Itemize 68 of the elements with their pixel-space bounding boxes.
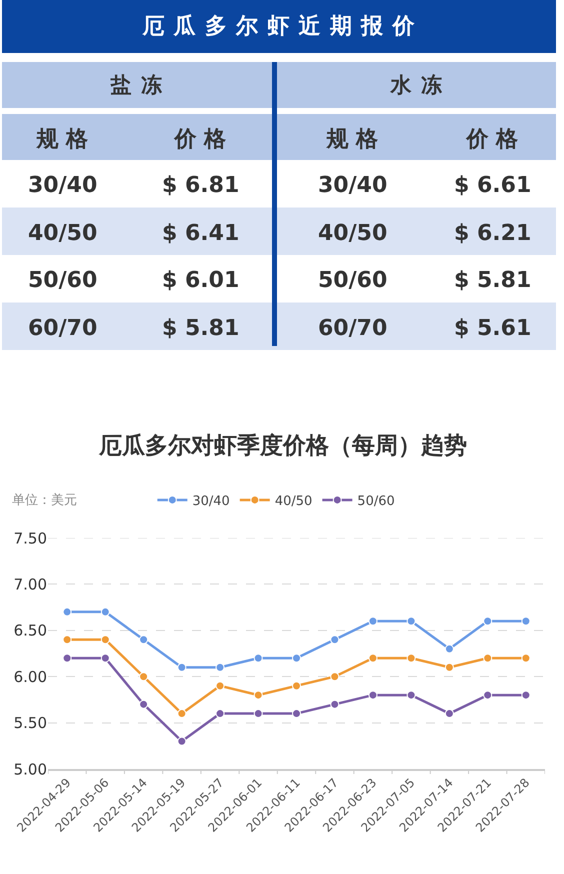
text: $ 6.01 — [162, 268, 240, 293]
text: 价格 — [173, 127, 234, 152]
point — [177, 662, 186, 672]
text: 60/70 — [318, 316, 388, 341]
text: 50/60 — [28, 268, 98, 293]
text: 30/40 — [28, 173, 98, 198]
point — [216, 681, 225, 690]
point — [330, 700, 340, 709]
text: $ 5.81 — [454, 268, 532, 293]
text: 价格 — [465, 127, 526, 152]
point — [100, 654, 110, 663]
point — [292, 681, 301, 690]
point — [521, 690, 530, 700]
point — [62, 607, 72, 616]
point — [100, 635, 110, 644]
text: 40/50 — [28, 221, 98, 246]
chart-title: 厄瓜多尔对虾季度价格（每周）趋势 — [98, 432, 467, 459]
point — [100, 607, 110, 616]
text: 50/60 — [318, 268, 388, 293]
point — [330, 635, 340, 644]
point — [483, 690, 492, 700]
point — [139, 635, 148, 644]
point — [62, 654, 72, 663]
point — [521, 616, 530, 626]
text: $ 6.81 — [162, 173, 240, 198]
text: $ 5.61 — [454, 316, 532, 341]
point — [216, 662, 225, 672]
y-tick-label: 7.00 — [14, 575, 47, 594]
y-tick-label: 6.50 — [14, 622, 47, 640]
text: $ 6.61 — [454, 173, 532, 198]
point — [406, 654, 416, 663]
point — [139, 700, 148, 709]
point — [177, 736, 186, 746]
point — [444, 662, 454, 672]
point — [368, 654, 378, 663]
point — [406, 616, 416, 626]
y-tick-label: 5.50 — [14, 714, 47, 732]
y-tick-label: 7.50 — [14, 529, 47, 548]
point — [62, 635, 72, 644]
point — [521, 654, 530, 663]
point — [139, 672, 148, 682]
text: $ 6.21 — [454, 221, 532, 246]
point — [368, 690, 378, 700]
point — [254, 690, 263, 700]
point — [483, 654, 492, 663]
text: $ 6.41 — [162, 221, 240, 246]
text: 厄瓜多尔虾近期报价 — [141, 14, 424, 39]
point — [483, 616, 492, 626]
text: 盐冻 — [110, 73, 172, 97]
point — [330, 672, 340, 682]
text: 40/50 — [318, 221, 388, 246]
point — [368, 616, 378, 626]
point — [444, 644, 454, 654]
text: 30/40 — [318, 173, 388, 198]
text: 规格 — [35, 127, 96, 152]
point — [292, 654, 301, 663]
text: $ 5.81 — [162, 316, 240, 341]
text: 水冻 — [390, 73, 452, 97]
legend-label: 30/40 — [192, 494, 230, 510]
text: 规格 — [325, 127, 386, 152]
legend-label: 50/60 — [357, 494, 395, 510]
point — [406, 690, 416, 700]
point — [254, 654, 263, 663]
y-tick-label: 5.00 — [14, 760, 47, 778]
text: 60/70 — [28, 316, 98, 341]
y-tick-label: 6.00 — [14, 668, 47, 686]
legend-label: 40/50 — [274, 494, 312, 510]
text: 单位：美元 — [12, 492, 77, 508]
